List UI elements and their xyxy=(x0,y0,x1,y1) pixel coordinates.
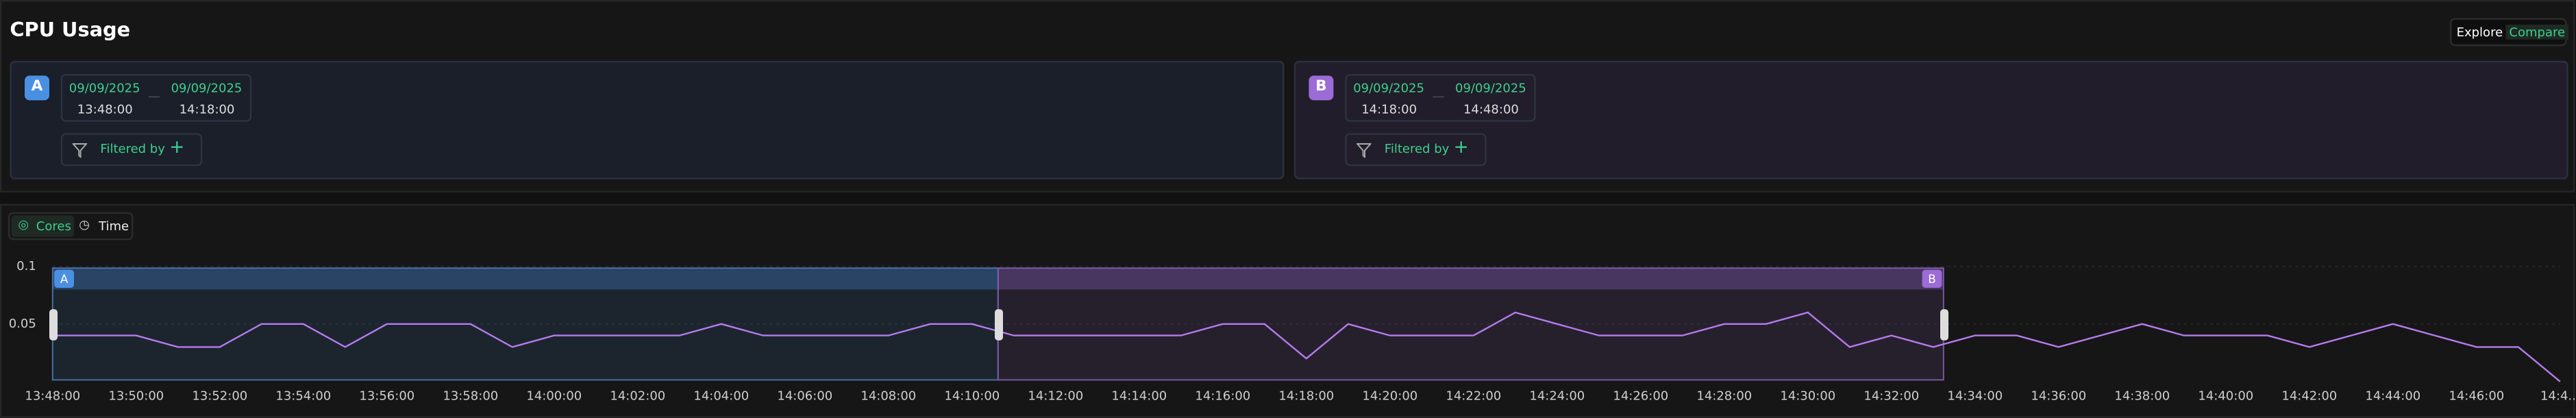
x-tick-label: 14:10:00 xyxy=(944,389,1000,403)
title: CPU Usage xyxy=(10,18,131,42)
panel: B 09/09/2025 14:18:00 — 09/09/2025 14:48… xyxy=(1293,60,2568,180)
x-tick-label: 13:48:00 xyxy=(25,389,80,403)
end-date: 09/09/2025 xyxy=(171,80,243,96)
series-line xyxy=(52,311,2561,382)
x-tick-label: 14:14:00 xyxy=(1111,389,1167,403)
x-tick-label: 14:08:00 xyxy=(860,389,916,403)
x-tick-label: 14:36:00 xyxy=(2031,389,2086,403)
chart: A B 0.05 0.1 13:48:00 13:50:00 13:52:00 13:54… xyxy=(9,259,2575,404)
mode-button[interactable]: Compare xyxy=(2505,25,2568,40)
plus-icon: + xyxy=(169,136,185,158)
badge: B xyxy=(1309,75,1334,101)
toggle-active-bg xyxy=(11,215,75,237)
toggle-button[interactable]: Time xyxy=(99,219,129,234)
x-tick-label: 14:46:00 xyxy=(2449,389,2504,403)
y-tick-label: 0.1 xyxy=(16,259,36,273)
x-tick-label: 14:44:00 xyxy=(2365,389,2420,403)
plus-icon: + xyxy=(1453,136,1469,158)
view-toggle: ◎ Cores ◷ Time xyxy=(8,212,134,241)
end-date: 09/09/2025 xyxy=(1455,80,1526,96)
x-tick-label: 14:04:00 xyxy=(693,389,749,403)
filter-icon xyxy=(72,143,88,158)
brush-handle[interactable] xyxy=(49,309,58,341)
selection-band xyxy=(52,268,998,290)
x-tick-label: 13:50:00 xyxy=(108,389,164,403)
filter-button[interactable]: Filtered by + xyxy=(1345,133,1487,167)
mode-button[interactable]: Explore xyxy=(2456,25,2503,40)
end-time: 14:18:00 xyxy=(179,101,235,117)
x-tick-label: 13:56:00 xyxy=(359,389,414,403)
start-date: 09/09/2025 xyxy=(69,80,140,96)
chart-section: ◎ Cores ◷ Time xyxy=(0,204,2575,418)
date-range[interactable]: 09/09/2025 13:48:00 — 09/09/2025 14:18:0… xyxy=(60,74,252,122)
x-tick-label: 14:34:00 xyxy=(1947,389,2003,403)
badge: A xyxy=(25,75,49,101)
selection-a[interactable]: A xyxy=(51,267,999,381)
x-tick-label: 14:40:00 xyxy=(2198,389,2253,403)
x-tick-label: 14:28:00 xyxy=(1696,389,1752,403)
x-tick-label: 14:38:00 xyxy=(2114,389,2170,403)
selection-badge xyxy=(54,269,75,288)
x-tick-label: 14:32:00 xyxy=(1863,389,1919,403)
y-tick-label: 0.05 xyxy=(9,317,36,331)
x-tick-label: 14:18:00 xyxy=(1278,389,1334,403)
x-tick-label: 13:52:00 xyxy=(192,389,247,403)
start-date: 09/09/2025 xyxy=(1353,80,1424,96)
x-tick-label: 14:22:00 xyxy=(1446,389,1501,403)
filter-label: Filtered by xyxy=(100,141,165,157)
x-tick-label: 14:26:00 xyxy=(1613,389,1668,403)
x-tick-label: 14:02:00 xyxy=(610,389,665,403)
x-tick-label: 13:58:00 xyxy=(443,389,498,403)
x-tick-label: 14:16:00 xyxy=(1195,389,1250,403)
x-tick-label: 14:42:00 xyxy=(2281,389,2337,403)
filter-label: Filtered by xyxy=(1384,141,1450,157)
selection-letter: A xyxy=(60,272,69,286)
separator: — xyxy=(148,88,161,104)
brush-handle[interactable] xyxy=(995,309,1003,341)
selection-badge xyxy=(1922,269,1942,288)
start-time: 14:18:00 xyxy=(1361,101,1417,117)
x-tick-label: 14:30:00 xyxy=(1780,389,1835,403)
selection-area xyxy=(51,267,999,381)
x-tick-label: 14:24:00 xyxy=(1529,389,1585,403)
x-tick-label: 13:54:00 xyxy=(275,389,331,403)
mode-toggle: Explore Compare xyxy=(2450,18,2568,47)
date-range[interactable]: 09/09/2025 14:18:00 — 09/09/2025 14:48:0… xyxy=(1345,74,1536,122)
x-tick-label: 14:20:00 xyxy=(1362,389,1417,403)
panel: A 09/09/2025 13:48:00 — 09/09/2025 14:18… xyxy=(10,60,1285,180)
x-tick-label: 14:12:00 xyxy=(1028,389,1083,403)
selection-letter: B xyxy=(1928,272,1936,286)
separator: — xyxy=(1432,88,1445,104)
toggle-icon: ◎ xyxy=(18,217,29,232)
toggle-icon: ◷ xyxy=(79,217,90,232)
x-tick-label: 14:06:00 xyxy=(777,389,832,403)
filter-button[interactable]: Filtered by + xyxy=(60,133,203,167)
toggle-button[interactable]: Cores xyxy=(36,219,71,234)
selection-b[interactable]: B xyxy=(997,267,1944,381)
x-tick-label: 14:4... xyxy=(2540,389,2575,403)
end-time: 14:48:00 xyxy=(1463,101,1519,117)
header-section: CPU Usage Explore Compare A 09/09/2025 1… xyxy=(0,0,2575,193)
start-time: 13:48:00 xyxy=(77,101,133,117)
filter-icon xyxy=(1357,143,1372,158)
x-tick-label: 14:00:00 xyxy=(526,389,582,403)
selection-band xyxy=(998,268,1944,290)
brush-handle[interactable] xyxy=(1940,309,1948,341)
